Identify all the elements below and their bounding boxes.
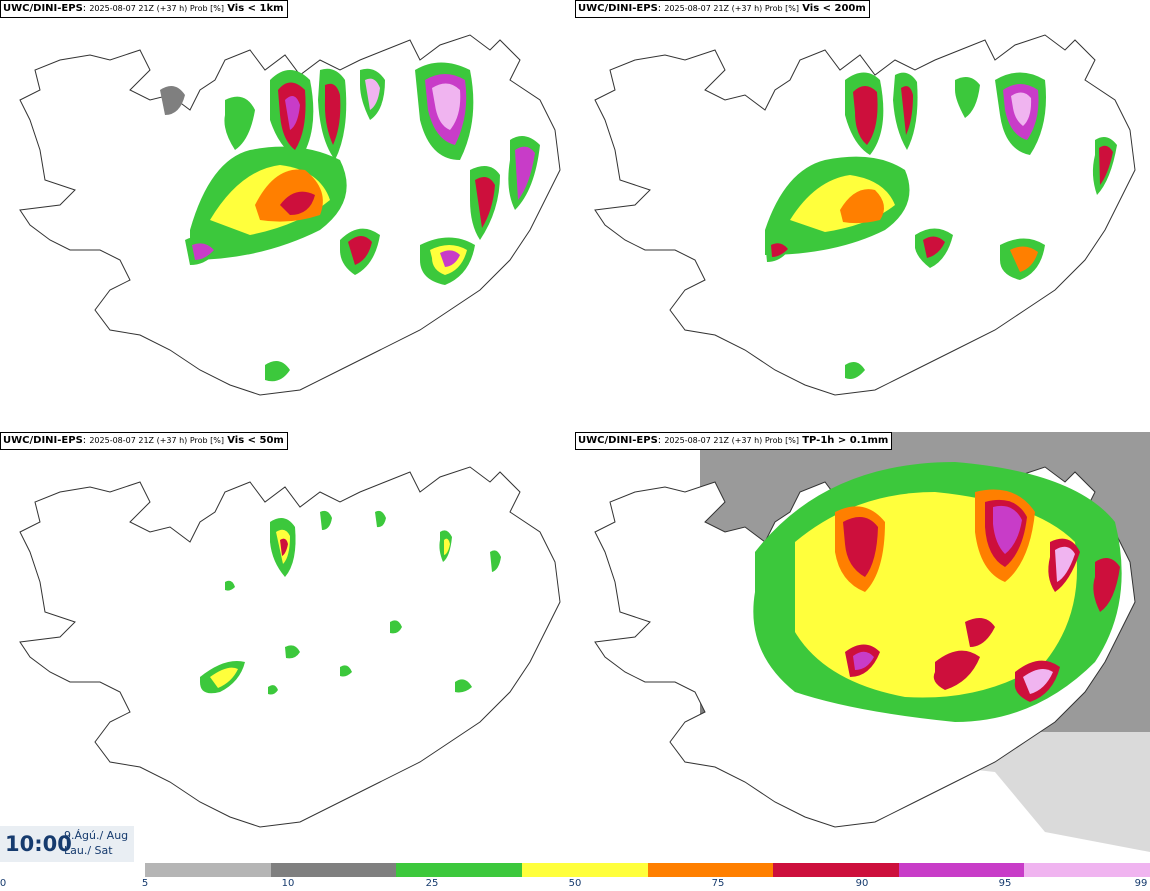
- valid-time-box: 10:00 9.Ágú./ Aug Lau./ Sat: [0, 826, 134, 862]
- valid-date-line1: 9.Ágú./ Aug: [64, 829, 129, 842]
- variable-name: TP-1h > 0.1mm: [802, 435, 889, 446]
- legend-tick: 25: [425, 878, 439, 889]
- panel-title: UWC/DINI-EPS: 2025-08-07 21Z (+37 h) Pro…: [0, 432, 288, 450]
- map-panel-tp-1h: UWC/DINI-EPS: 2025-08-07 21Z (+37 h) Pro…: [575, 432, 1150, 862]
- valid-date-line2: Lau./ Sat: [64, 844, 113, 857]
- prob-field-tp-1h: [753, 462, 1122, 722]
- iceland-map-vis-50m: [19, 466, 561, 828]
- legend-segment-5-10: [145, 863, 271, 877]
- model-name: UWC/DINI-EPS: [578, 3, 658, 14]
- iceland-map-tp-1h: [594, 432, 1150, 852]
- legend-tick: 0: [0, 878, 7, 889]
- legend-segment-99-100: [1024, 863, 1150, 877]
- panel-title: UWC/DINI-EPS: 2025-08-07 21Z (+37 h) Pro…: [575, 432, 893, 450]
- map-panel-vis-50m: UWC/DINI-EPS: 2025-08-07 21Z (+37 h) Pro…: [0, 432, 575, 862]
- valid-time-clock: 10:00: [5, 832, 72, 856]
- legend-tick: 5: [141, 878, 149, 889]
- prob-field-vis-50m: [200, 510, 501, 695]
- model-name: UWC/DINI-EPS: [3, 435, 83, 446]
- legend-segment-25-50: [396, 863, 522, 877]
- iceland-map-vis-1km: [19, 34, 561, 396]
- variable-name: Vis < 1km: [227, 3, 284, 14]
- legend-segment-10-25: [270, 863, 397, 877]
- legend-tick: 50: [568, 878, 582, 889]
- variable-name: Vis < 50m: [227, 435, 284, 446]
- legend-segment-75-90: [647, 863, 774, 877]
- iceland-map-vis-200m: [594, 34, 1136, 396]
- panel-title: UWC/DINI-EPS: 2025-08-07 21Z (+37 h) Pro…: [0, 0, 288, 18]
- map-panel-vis-1km: UWC/DINI-EPS: 2025-08-07 21Z (+37 h) Pro…: [0, 0, 575, 430]
- legend-tick: 10: [281, 878, 295, 889]
- run-info: 2025-08-07 21Z (+37 h) Prob [%]: [89, 436, 225, 445]
- run-info: 2025-08-07 21Z (+37 h) Prob [%]: [664, 436, 800, 445]
- panel-title: UWC/DINI-EPS: 2025-08-07 21Z (+37 h) Pro…: [575, 0, 870, 18]
- legend-tick: 75: [711, 878, 725, 889]
- model-name: UWC/DINI-EPS: [578, 435, 658, 446]
- legend-segment-95-99: [898, 863, 1025, 877]
- probability-color-legend: [145, 863, 1150, 877]
- run-info: 2025-08-07 21Z (+37 h) Prob [%]: [89, 4, 225, 13]
- variable-name: Vis < 200m: [802, 3, 866, 14]
- model-name: UWC/DINI-EPS: [3, 3, 83, 14]
- run-info: 2025-08-07 21Z (+37 h) Prob [%]: [664, 4, 800, 13]
- map-panel-vis-200m: UWC/DINI-EPS: 2025-08-07 21Z (+37 h) Pro…: [575, 0, 1150, 430]
- legend-segment-90-95: [773, 863, 899, 877]
- prob-field-vis-1km: [160, 62, 540, 382]
- legend-tick: 95: [998, 878, 1012, 889]
- legend-segment-50-75: [521, 863, 648, 877]
- legend-tick: 90: [855, 878, 869, 889]
- prob-field-vis-200m: [765, 72, 1117, 379]
- legend-tick: 99: [1134, 878, 1148, 889]
